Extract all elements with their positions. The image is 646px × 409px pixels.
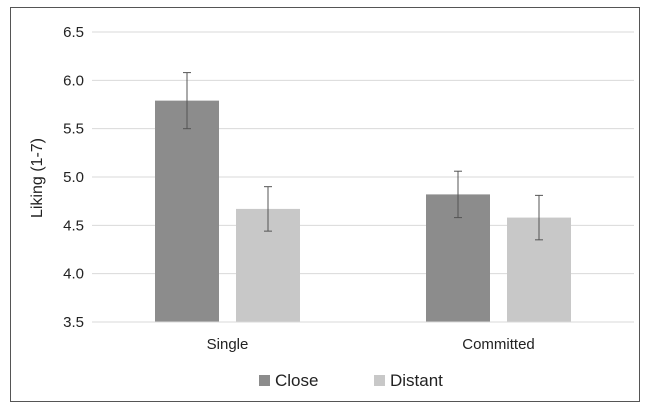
- chart-frame: [10, 7, 640, 402]
- x-tick-label: Single: [207, 336, 249, 353]
- x-axis-tick-labels: Single Committed: [207, 336, 535, 353]
- x-tick-label: Committed: [462, 336, 535, 353]
- y-tick-label: 4.5: [63, 217, 84, 234]
- legend-swatch-close: [259, 375, 270, 386]
- y-axis-tick-labels: 3.5 4.0 4.5 5.0 5.5 6.0 6.5: [63, 24, 84, 331]
- y-axis-title: Liking (1-7): [29, 138, 46, 218]
- legend-label-close: Close: [275, 371, 318, 390]
- y-tick-label: 6.0: [63, 72, 84, 89]
- error-bars: [183, 72, 543, 241]
- legend: Close Distant: [259, 371, 443, 390]
- y-tick-label: 5.0: [63, 169, 84, 186]
- legend-swatch-distant: [374, 375, 385, 386]
- y-tick-label: 3.5: [63, 314, 84, 331]
- y-tick-label: 6.5: [63, 24, 84, 41]
- y-tick-label: 4.0: [63, 266, 84, 283]
- y-tick-label: 5.5: [63, 121, 84, 138]
- legend-label-distant: Distant: [390, 371, 443, 390]
- bars: [155, 100, 571, 322]
- bar-close-single: [155, 100, 219, 322]
